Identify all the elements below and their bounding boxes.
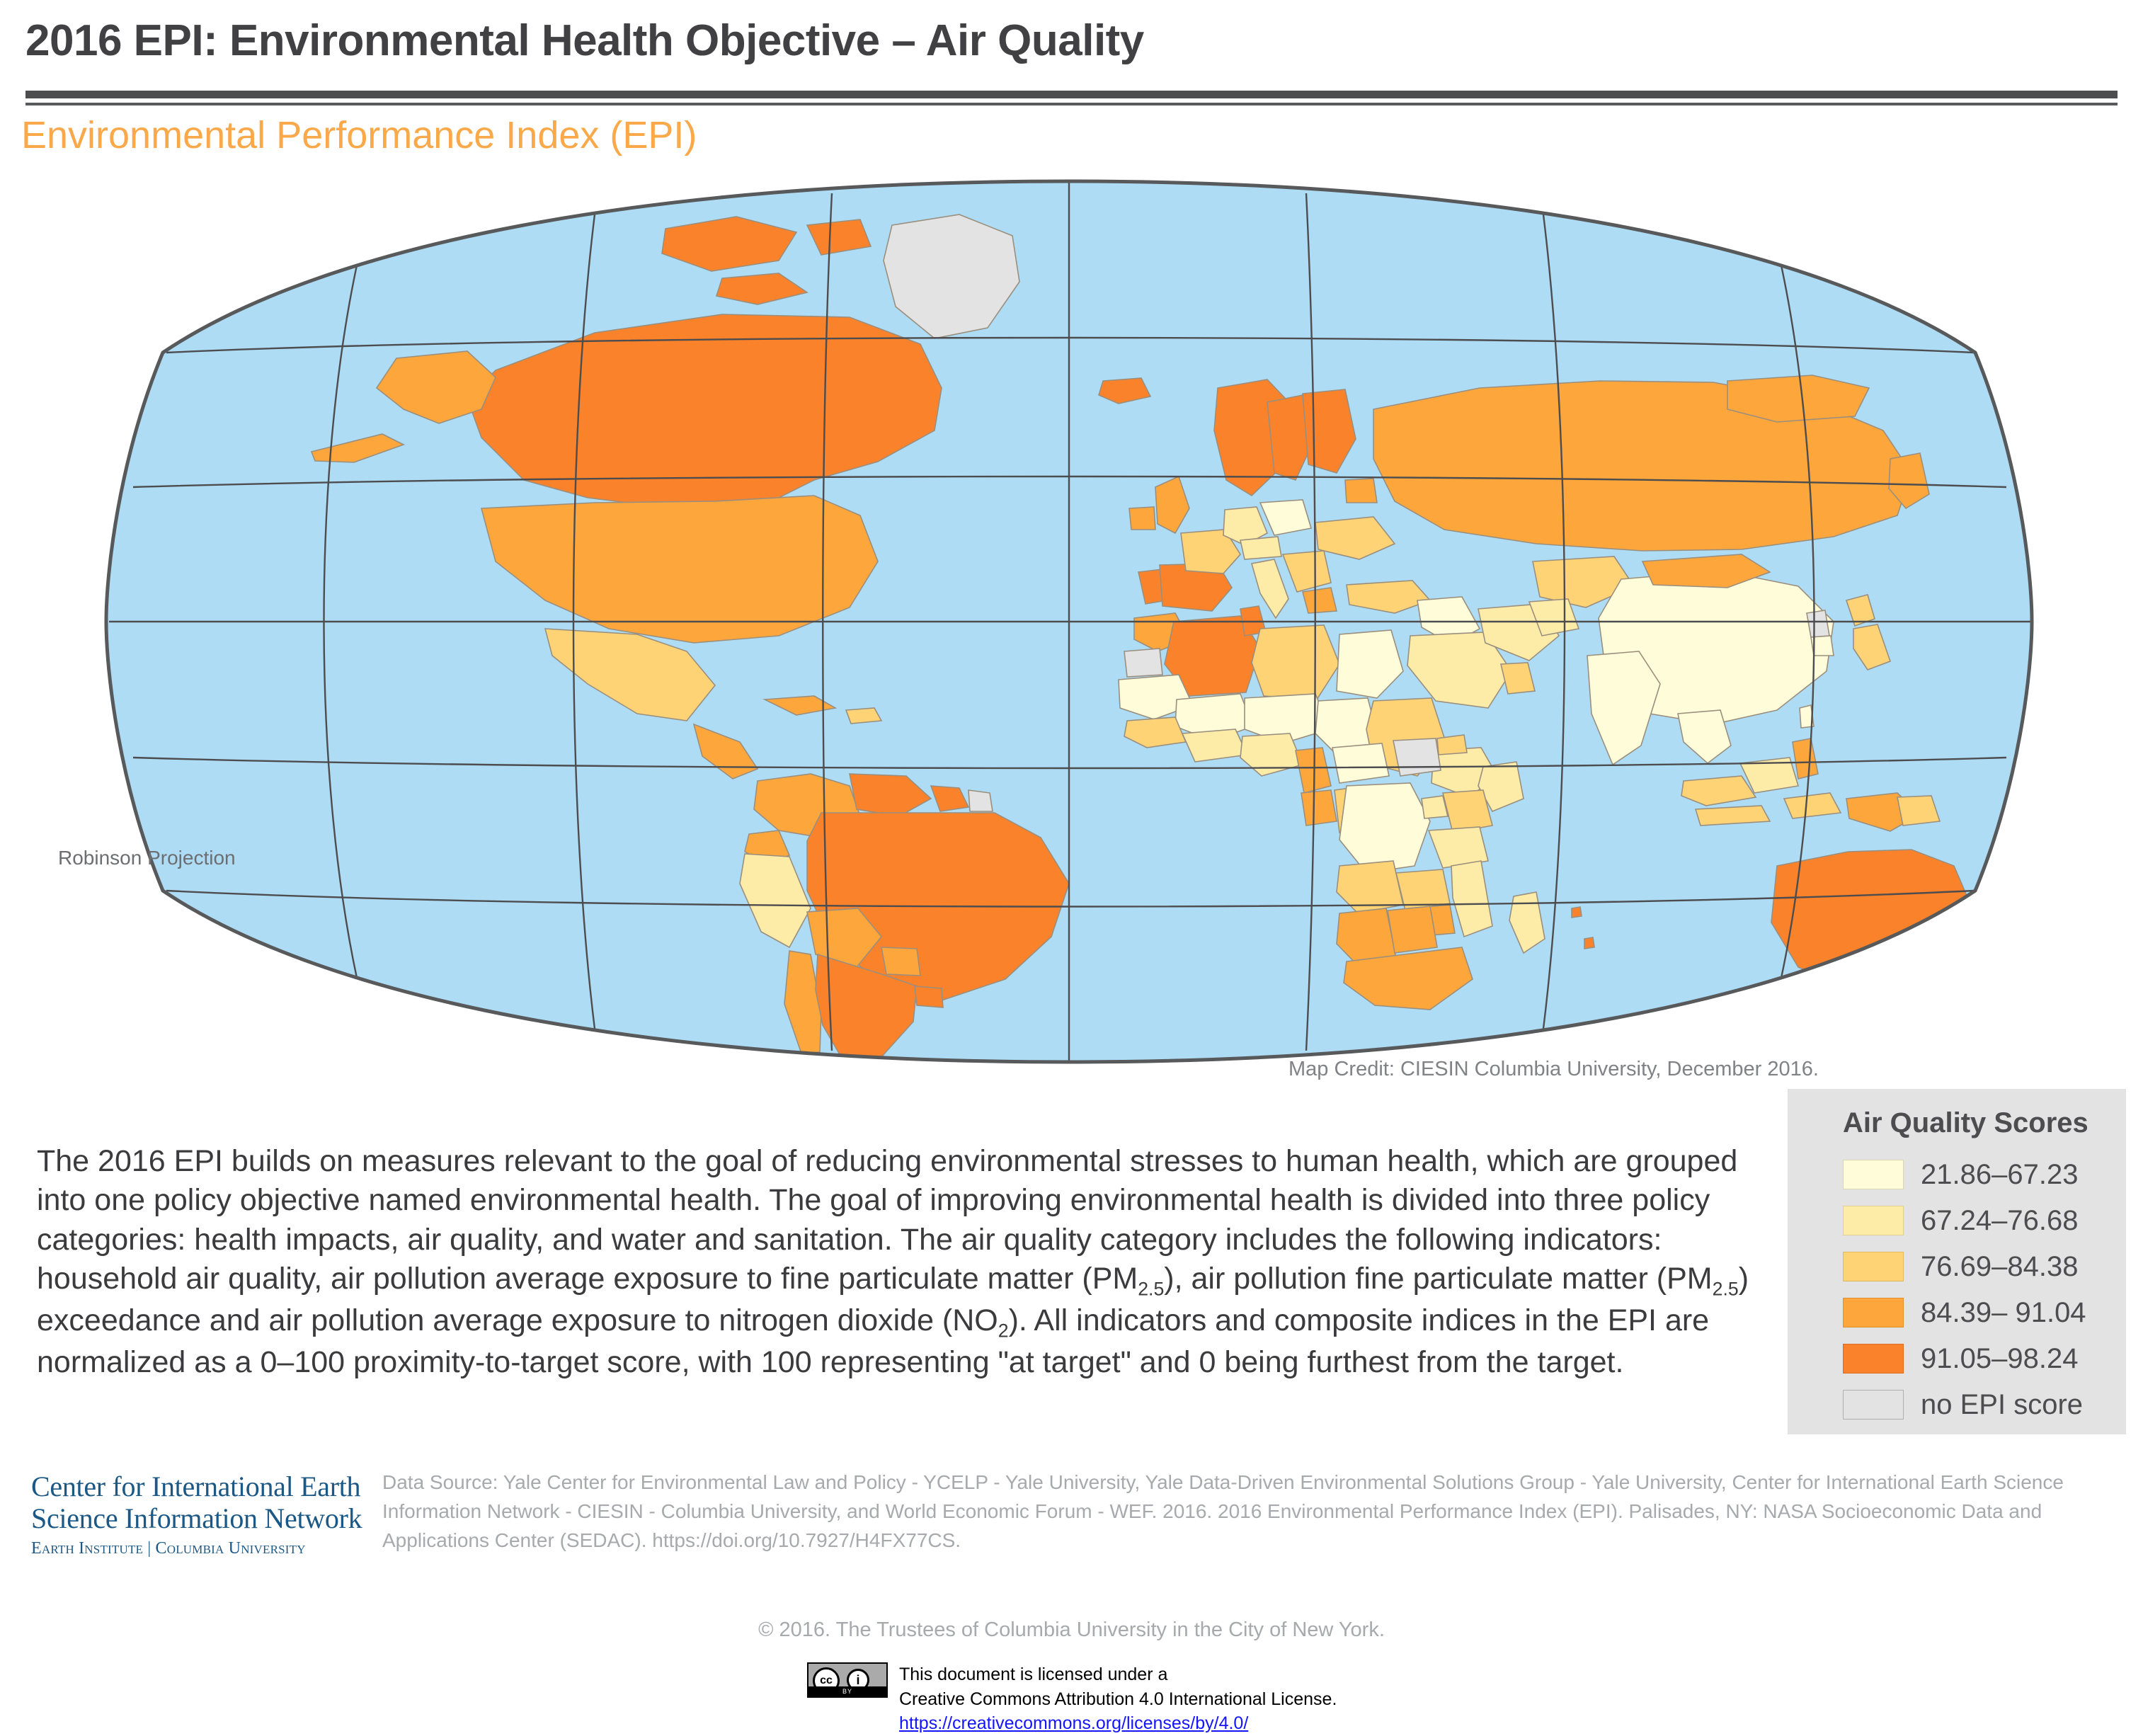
map-graphic [104,179,2034,1064]
license-text: This document is licensed under a Creati… [899,1662,1337,1736]
world-choropleth-map [99,176,2039,1068]
legend-swatch-3 [1843,1298,1904,1327]
legend-swatch-2 [1843,1252,1904,1281]
projection-label: Robinson Projection [58,847,236,869]
no2-subscript: 2 [998,1320,1009,1342]
page-header: 2016 EPI: Environmental Health Objective… [0,0,2143,184]
legend-swatch-0 [1843,1160,1904,1189]
pm25-subscript-1: 2.5 [1138,1279,1165,1300]
legend-label-3: 84.39– 91.04 [1921,1297,2086,1328]
graticule [109,181,2030,1062]
page-title: 2016 EPI: Environmental Health Objective… [25,16,1144,65]
creative-commons-icon[interactable]: cc i BY [807,1662,888,1698]
header-rule-thick [25,91,2118,98]
map-credit: Map Credit: CIESIN Columbia University, … [1288,1058,1819,1080]
copyright-text: © 2016. The Trustees of Columbia Univers… [758,1618,1385,1641]
license-block: cc i BY This document is licensed under … [807,1662,1337,1736]
legend-swatch-5 [1843,1390,1904,1420]
description-paragraph: The 2016 EPI builds on measures relevant… [37,1142,1750,1383]
ocean-layer [106,181,2032,1062]
map-legend: Air Quality Scores 21.86–67.23 67.24–76.… [1788,1089,2126,1434]
logo-line-3: Earth Institute | Columbia University [31,1538,306,1558]
ciesin-logo: Center for International Earth Science I… [31,1471,371,1560]
legend-item-3[interactable]: 84.39– 91.04 [1843,1296,2086,1329]
license-line-2: Creative Commons Attribution 4.0 Interna… [899,1689,1337,1709]
pm25-subscript-2: 2.5 [1712,1279,1739,1300]
legend-label-2: 76.69–84.38 [1921,1251,2079,1282]
legend-title: Air Quality Scores [1843,1107,2088,1138]
legend-item-0[interactable]: 21.86–67.23 [1843,1158,2078,1191]
description-part-1: The 2016 EPI builds on measures relevant… [37,1144,1738,1296]
legend-item-1[interactable]: 67.24–76.68 [1843,1204,2078,1237]
license-line-1: This document is licensed under a [899,1664,1168,1684]
map-frame-outline [104,179,2034,1064]
legend-item-5[interactable]: no EPI score [1843,1388,2083,1421]
logo-line-1: Center for International Earth [31,1471,361,1502]
logo-line-2: Science Information Network [31,1502,362,1534]
legend-label-0: 21.86–67.23 [1921,1159,2079,1190]
license-url-link[interactable]: https://creativecommons.org/licenses/by/… [899,1713,1249,1733]
page-subtitle: Environmental Performance Index (EPI) [21,114,697,156]
country-polygons [310,214,2032,1060]
cc-by-label: BY [808,1686,886,1696]
legend-swatch-4 [1843,1344,1904,1374]
legend-label-1: 67.24–76.68 [1921,1205,2079,1236]
legend-label-4: 91.05–98.24 [1921,1343,2079,1374]
legend-swatch-1 [1843,1206,1904,1235]
legend-item-2[interactable]: 76.69–84.38 [1843,1250,2078,1283]
description-part-3: ) exceedance and air pollution average e… [37,1262,1749,1338]
legend-item-4[interactable]: 91.05–98.24 [1843,1342,2078,1375]
data-source-text: Data Source: Yale Center for Environment… [382,1471,2064,1551]
legend-label-5: no EPI score [1921,1389,2084,1420]
description-part-4: ). All indicators and composite indices … [37,1303,1710,1380]
header-rule-thin [25,103,2118,105]
description-part-2: ), air pollution fine particulate matter… [1164,1262,1713,1296]
